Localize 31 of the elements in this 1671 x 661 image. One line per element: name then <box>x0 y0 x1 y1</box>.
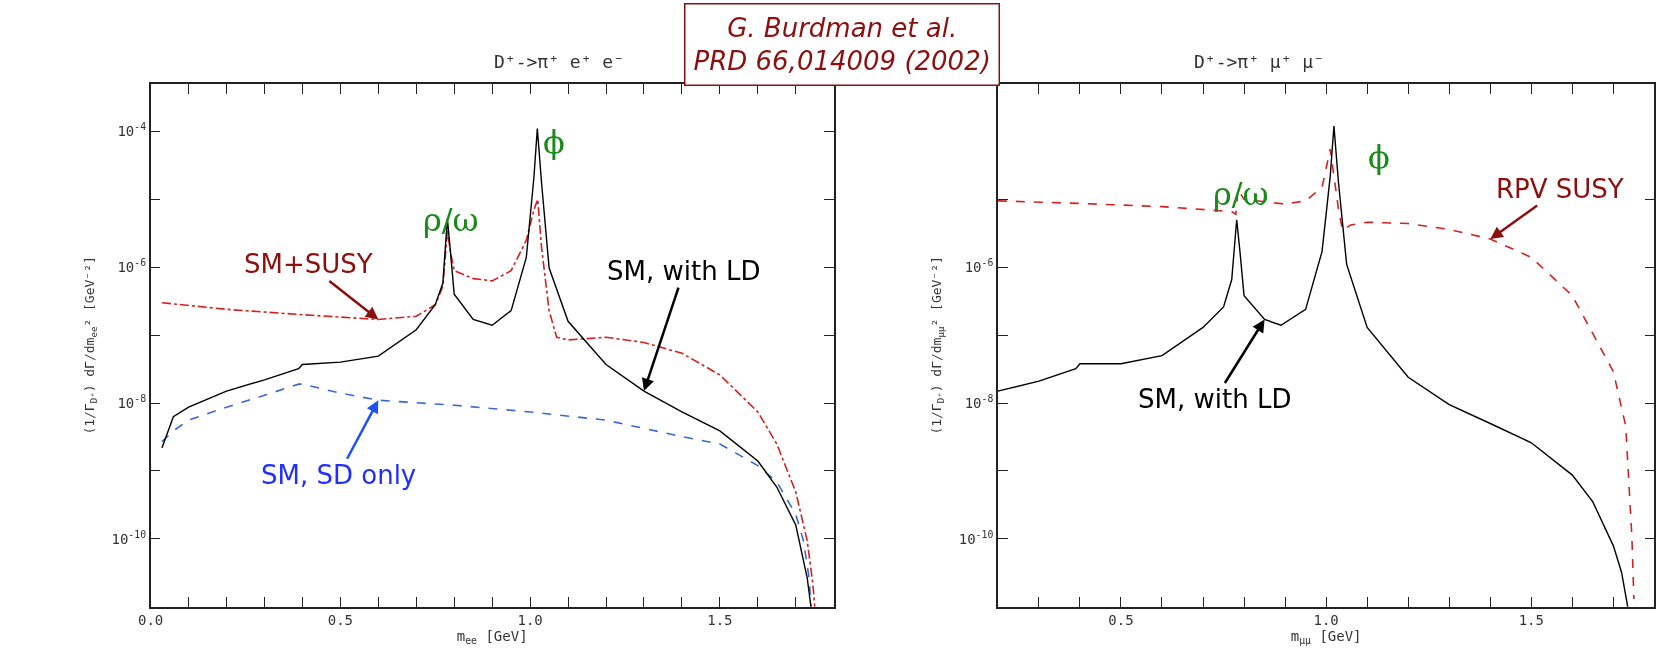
line-series <box>161 383 812 607</box>
text: SM, SD only <box>261 460 417 490</box>
x-tick-label: 1.0 <box>1313 612 1339 629</box>
x-axis-title: m$_{μμ}$ [GeV] <box>1290 628 1362 647</box>
x-tick-label: 1.5 <box>707 612 733 629</box>
x-tick-label: 1.5 <box>1518 612 1544 629</box>
y-tick-label: 10$^{-8}$ <box>117 393 147 411</box>
y-tick-label: 10$^{-10}$ <box>958 528 994 547</box>
y-tick-label: 10$^{-6}$ <box>117 257 147 276</box>
annotation: ϕ <box>1368 138 1390 176</box>
series-label: RPV SUSY <box>1496 174 1624 204</box>
x-axis-title: m$_{ee}$ [GeV] <box>456 628 528 647</box>
x-tick-label: 0.0 <box>137 612 164 629</box>
series-label: SM, with LD <box>1138 384 1292 414</box>
annotation: ϕ <box>543 123 565 161</box>
x-tick-label: 0.5 <box>327 612 354 629</box>
chart-title: D⁺->π⁺ e⁺ e⁻ <box>494 51 625 72</box>
annotation: ρ/ω <box>423 201 479 239</box>
text: G. Burdman et al. PRD 66,014009 (2002) <box>693 12 991 77</box>
x-tick-label: 0.5 <box>1108 612 1134 629</box>
line-series <box>161 198 816 607</box>
x-tick-label: 1.0 <box>517 612 543 629</box>
y-tick-label: 10$^{-10}$ <box>111 528 147 547</box>
y-tick-label: 10$^{-6}$ <box>964 257 994 276</box>
y-tick-label: 10$^{-8}$ <box>964 393 994 411</box>
annotation: ρ/ω <box>1213 175 1269 213</box>
chart-title: D⁺->π⁺ μ⁺ μ⁻ <box>1194 51 1325 72</box>
series-label: SM+SUSY <box>244 249 373 279</box>
line-series <box>161 127 812 607</box>
series-label: SM, with LD <box>607 256 761 286</box>
y-tick-label: 10$^{-4}$ <box>117 121 147 140</box>
